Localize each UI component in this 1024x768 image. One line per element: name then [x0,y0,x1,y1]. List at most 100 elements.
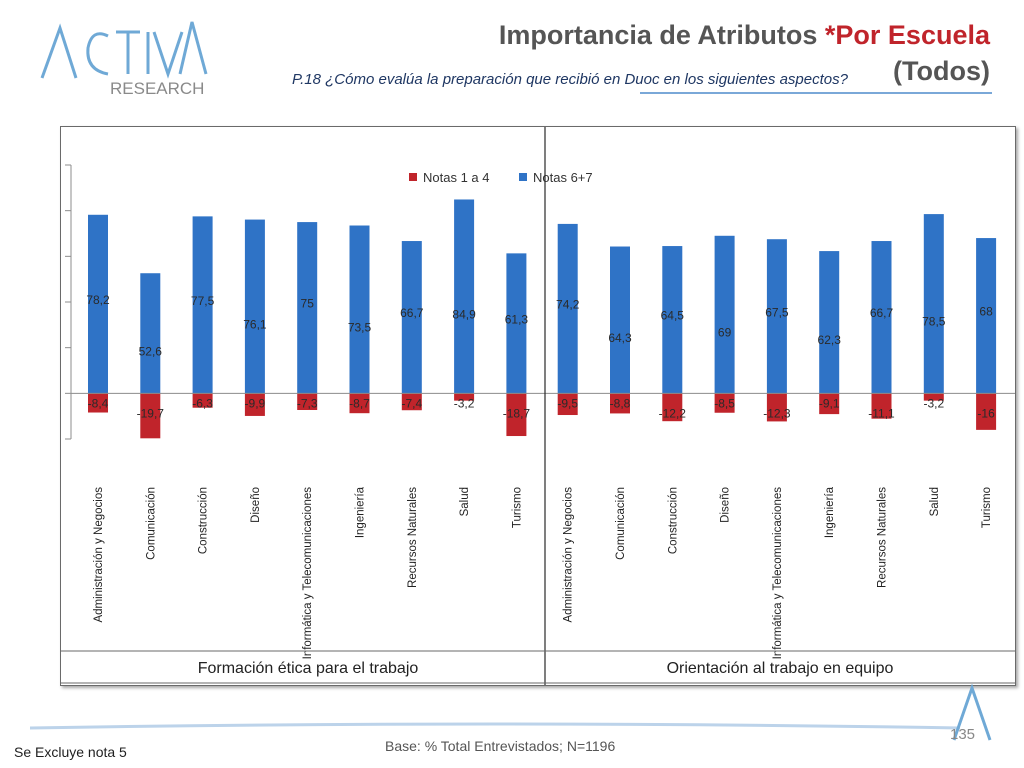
bar-notas-1-a-4 [349,393,370,414]
bar-notas-6-7 [140,273,161,394]
bar-notas-6-7 [766,239,787,394]
bar-notas-1-a-4 [401,393,422,411]
category-label: Recursos Naturales [407,487,419,588]
data-label-notas-1-a-4: -9,9 [245,396,266,410]
legend-label-notas-6-7: Notas 6+7 [533,170,593,185]
bar-notas-1-a-4 [923,393,944,401]
data-label-notas-1-a-4: -18,7 [503,406,531,420]
legend-swatch-notas-6-7 [519,173,527,181]
bar-notas-1-a-4 [557,393,578,416]
bar-notas-1-a-4 [506,393,527,437]
data-label-notas-1-a-4: -3,2 [923,396,944,410]
bar-notas-6-7 [401,241,422,394]
category-label: Ingeniería [824,486,836,538]
data-label-notas-6-7: 64,5 [661,309,685,323]
activa-research-logo: RESEARCH [40,21,208,98]
data-label-notas-1-a-4: -19,7 [137,406,165,420]
bar-notas-6-7 [88,214,108,394]
bar-notas-1-a-4 [610,393,630,414]
page-title: Importancia de Atributos *Por Escuela [498,20,990,50]
category-label: Construcción [198,487,210,554]
category-label: Comunicación [615,487,627,560]
group-label: Orientación al trabajo en equipo [667,660,894,677]
bar-notas-6-7 [244,219,265,394]
category-label: Salud [459,487,471,516]
bar-notas-6-7 [506,253,527,394]
data-label-notas-1-a-4: -16 [977,406,995,420]
data-label-notas-6-7: 75 [301,297,315,311]
category-label: Salud [929,487,941,516]
data-label-notas-1-a-4: -7,4 [401,396,422,410]
bar-notas-1-a-4 [454,393,475,401]
bar-notas-1-a-4 [244,393,265,416]
data-label-notas-1-a-4: -9,1 [819,396,840,410]
data-label-notas-6-7: 69 [718,326,732,340]
page-number: 135 [950,726,976,743]
bar-notas-6-7 [871,241,892,394]
data-label-notas-6-7: 74,2 [556,298,580,312]
data-label-notas-6-7: 77,5 [191,294,215,308]
data-label-notas-1-a-4: -12,3 [763,406,791,420]
footer-swoosh [30,722,960,730]
legend-swatch-notas-1-a-4 [409,173,417,181]
category-label: Construcción [667,487,679,554]
data-label-notas-1-a-4: -9,5 [557,396,578,410]
data-label-notas-6-7: 66,7 [400,306,424,320]
data-label-notas-1-a-4: -6,3 [192,396,213,410]
bar-notas-6-7 [976,238,997,394]
data-label-notas-6-7: 52,6 [139,344,163,358]
bar-notas-1-a-4 [88,393,108,413]
data-label-notas-6-7: 66,7 [870,306,894,320]
data-label-notas-6-7: 78,5 [922,315,946,329]
footnote: Se Excluye nota 5 [14,744,127,760]
data-label-notas-6-7: 68 [979,305,993,319]
bar-notas-1-a-4 [192,393,213,408]
category-label: Administración y Negocios [563,487,575,623]
page-title-line2: (Todos) [893,56,990,86]
category-label: Turismo [981,487,993,528]
bar-notas-1-a-4 [662,393,683,422]
category-label: Diseño [250,487,262,523]
bar-notas-6-7 [819,251,840,394]
bar-notas-1-a-4 [766,393,787,422]
bar-notas-6-7 [297,222,318,394]
bar-notas-1-a-4 [871,393,892,419]
category-label: Administración y Negocios [93,487,105,623]
category-label: Turismo [511,487,523,528]
data-label-notas-6-7: 84,9 [452,307,476,321]
data-label-notas-1-a-4: -12,2 [659,406,687,420]
data-label-notas-1-a-4: -8,5 [714,396,735,410]
data-label-notas-6-7: 61,3 [505,312,529,326]
bar-notas-1-a-4 [714,393,735,413]
data-label-notas-6-7: 62,3 [818,333,842,347]
title-underline [640,92,992,94]
category-label: Diseño [720,487,732,523]
category-label: Recursos Naturales [877,487,889,588]
data-label-notas-1-a-4: -3,2 [454,396,475,410]
bar-notas-6-7 [349,225,370,394]
logo-sub-text: RESEARCH [110,79,204,98]
bar-notas-6-7 [454,199,475,394]
bar-notas-1-a-4 [976,393,997,430]
bar-notas-1-a-4 [140,393,161,439]
category-label: Comunicación [145,487,157,560]
data-label-notas-6-7: 78,2 [86,293,110,307]
data-label-notas-1-a-4: -8,4 [88,396,109,410]
data-label-notas-6-7: 67,5 [765,305,789,319]
data-label-notas-1-a-4: -11,1 [868,406,895,420]
bar-notas-6-7 [610,246,630,394]
bar-notas-1-a-4 [297,393,318,411]
data-label-notas-1-a-4: -8,7 [349,396,370,410]
legend-label-notas-1-a-4: Notas 1 a 4 [423,170,490,185]
data-label-notas-6-7: 76,1 [243,317,267,331]
group-label: Formación ética para el trabajo [198,660,419,677]
bar-notas-1-a-4 [819,393,840,415]
bar-notas-6-7 [192,216,213,394]
bar-notas-6-7 [557,223,578,394]
category-label: Informática y Telecomunicaciones [302,487,314,660]
data-label-notas-1-a-4: -8,8 [610,396,631,410]
data-label-notas-6-7: 64,3 [608,331,632,345]
bar-notas-6-7 [662,246,683,394]
question-text: P.18 ¿Cómo evalúa la preparación que rec… [292,71,848,88]
